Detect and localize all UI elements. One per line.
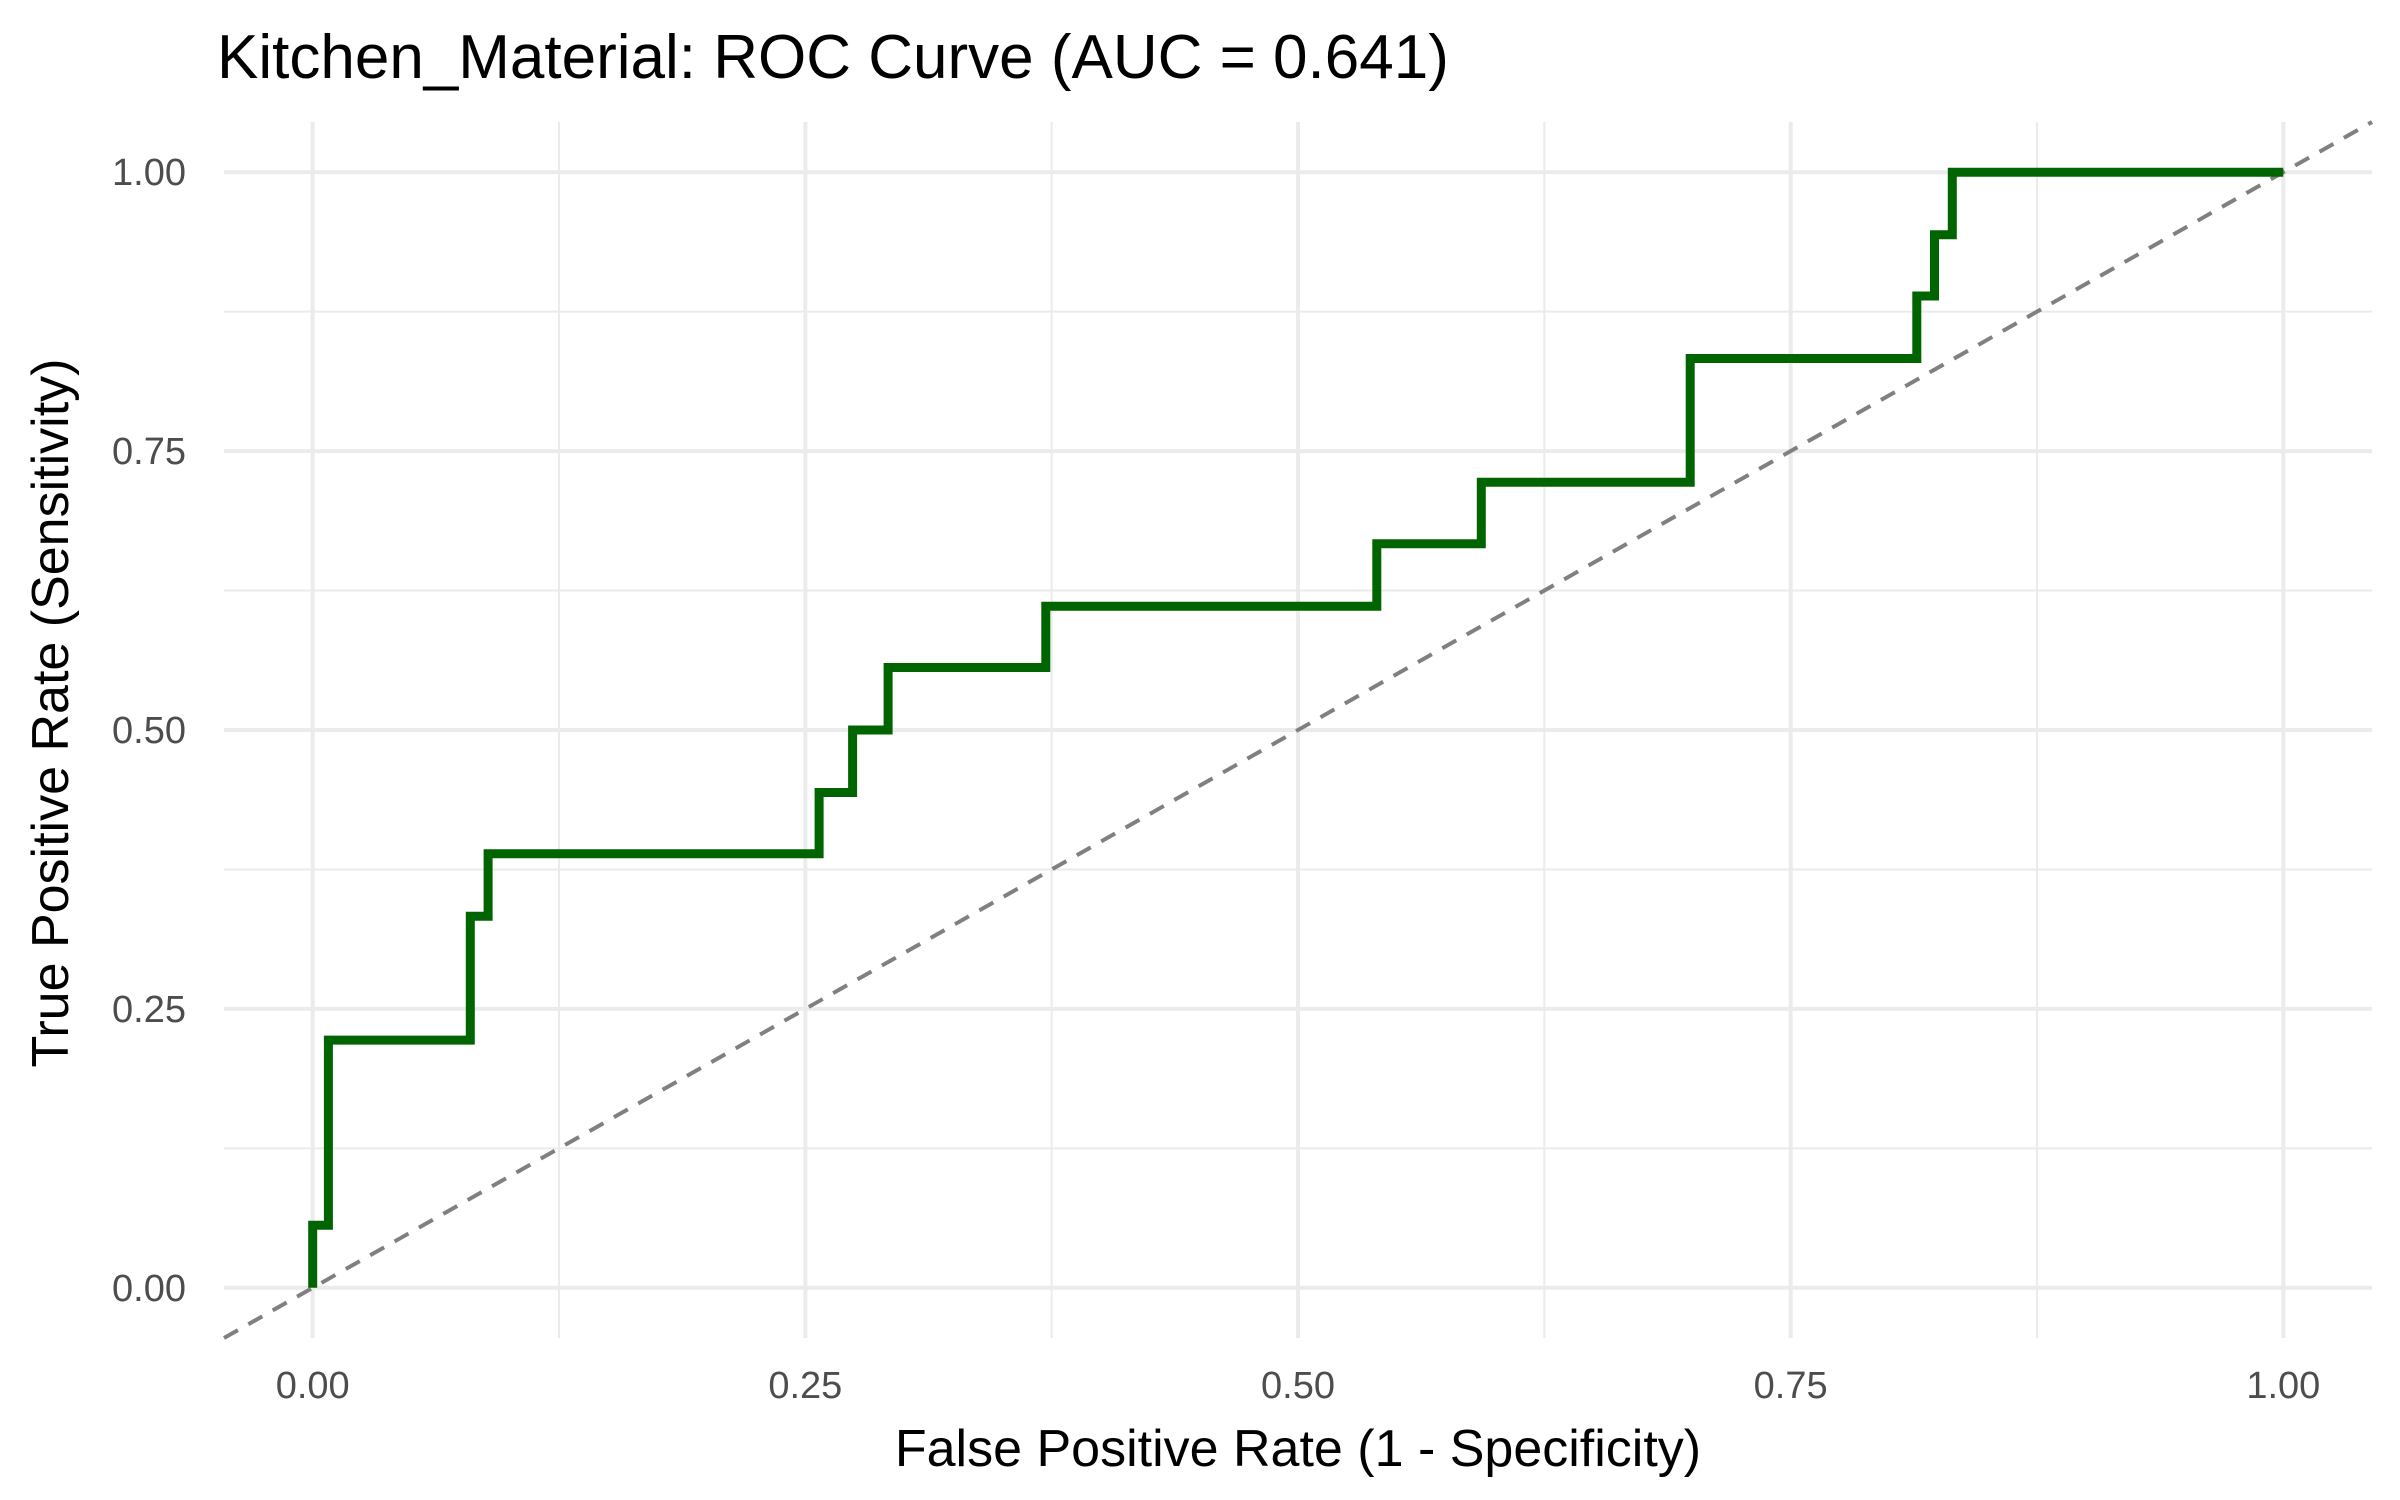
x-tick-label: 0.75 — [1754, 1365, 1828, 1407]
x-tick-label: 0.50 — [1261, 1365, 1335, 1407]
x-tick-label: 1.00 — [2246, 1365, 2320, 1407]
y-tick-label: 0.75 — [112, 431, 186, 473]
y-tick-label: 0.50 — [112, 710, 186, 752]
y-tick-label: 1.00 — [112, 152, 186, 194]
grid — [224, 122, 2372, 1338]
series-layer — [223, 120, 2373, 1340]
x-tick-label: 0.00 — [276, 1365, 350, 1407]
y-tick-label: 0.25 — [112, 989, 186, 1031]
y-axis-title: True Positive Rate (Sensitivity) — [22, 359, 80, 1068]
x-axis-title: False Positive Rate (1 - Specificity) — [895, 1420, 1701, 1478]
chart-title: Kitchen_Material: ROC Curve (AUC = 0.641… — [217, 23, 1449, 92]
roc-curve-line — [308, 167, 2284, 1288]
y-tick-label: 0.00 — [112, 1268, 186, 1310]
x-tick-label: 0.25 — [768, 1365, 842, 1407]
reference-diagonal-line — [223, 120, 2373, 1340]
tick-labels: 0.00 0.25 0.50 0.75 1.00 0.00 0.25 0.50 0.75 1.00 — [112, 152, 2320, 1407]
